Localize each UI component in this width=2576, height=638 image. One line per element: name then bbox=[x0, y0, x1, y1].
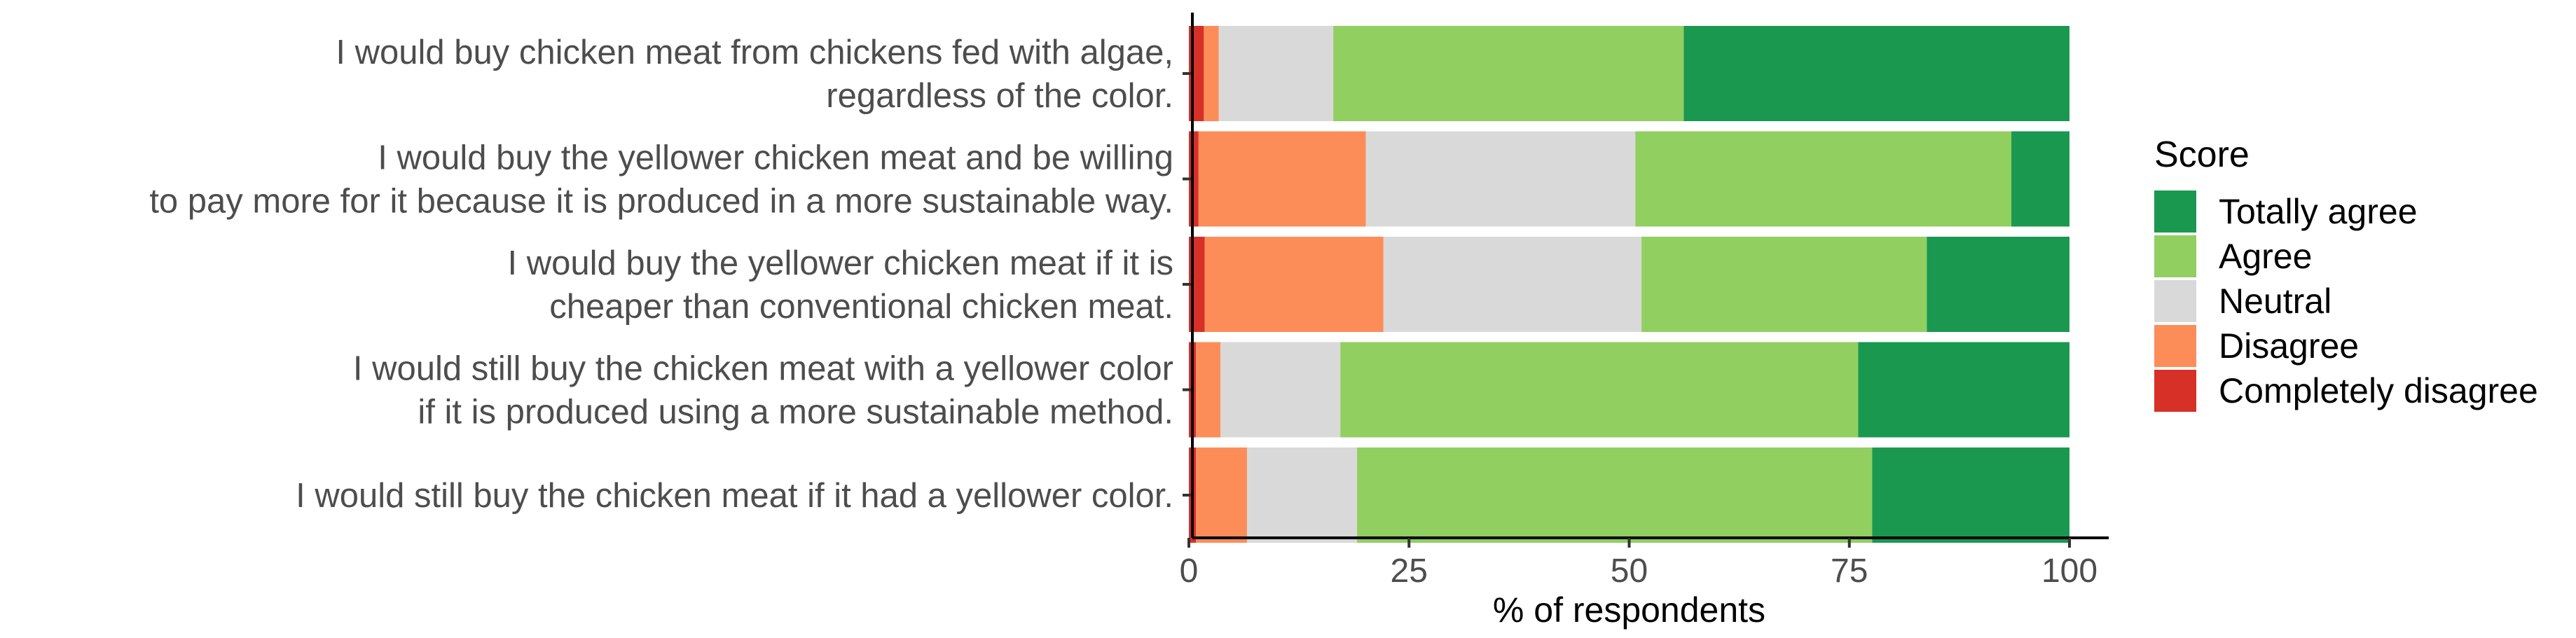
bar-segment bbox=[1220, 342, 1341, 438]
bar-segment bbox=[1872, 448, 2069, 543]
x-tick-label: 75 bbox=[1831, 553, 1868, 590]
bar-segment bbox=[1198, 131, 1366, 227]
legend-swatch bbox=[2154, 280, 2196, 322]
bar-segment bbox=[1635, 131, 2012, 227]
bar-segment bbox=[1333, 26, 1684, 121]
bar-segment bbox=[1641, 237, 1927, 332]
category-label: if it is produced using a more sustainab… bbox=[418, 394, 1173, 431]
category-label: I would still buy the chicken meat with … bbox=[353, 350, 1173, 388]
category-label: cheaper than conventional chicken meat. bbox=[549, 288, 1173, 326]
bar-segment bbox=[1383, 237, 1642, 332]
category-label: I would buy the yellower chicken meat if… bbox=[508, 244, 1173, 282]
bar-segment bbox=[1683, 26, 2069, 121]
x-tick-label: 100 bbox=[2041, 553, 2098, 590]
bar-segment bbox=[1858, 342, 2069, 438]
legend-title: Score bbox=[2154, 134, 2250, 175]
bar-segment bbox=[1927, 237, 2069, 332]
legend-label: Neutral bbox=[2219, 282, 2332, 321]
x-axis-title: % of respondents bbox=[1493, 590, 1765, 630]
legend-swatch bbox=[2154, 190, 2196, 233]
legend-label: Disagree bbox=[2219, 326, 2359, 366]
legend: Score Totally agree Agree Neutral Disagree Co… bbox=[2154, 134, 2538, 412]
legend-swatch bbox=[2154, 235, 2196, 277]
bar-segment bbox=[1246, 448, 1358, 543]
legend-swatch bbox=[2154, 370, 2196, 412]
category-label: I would buy the yellower chicken meat an… bbox=[378, 139, 1173, 177]
x-tick-label: 50 bbox=[1611, 553, 1648, 590]
category-labels: I would buy chicken meat from chickens f… bbox=[149, 34, 1173, 515]
bar-segment bbox=[1218, 26, 1334, 121]
bar-segment bbox=[1196, 342, 1221, 438]
category-label: to pay more for it because it is produce… bbox=[149, 183, 1173, 221]
bar-segment bbox=[1357, 448, 1873, 543]
bar-segment bbox=[1340, 342, 1859, 438]
bar-segment bbox=[2011, 131, 2069, 227]
bar-segment bbox=[1196, 448, 1247, 543]
category-label: I would still buy the chicken meat if it… bbox=[296, 477, 1173, 515]
bars-group bbox=[1189, 26, 2069, 543]
bar-segment bbox=[1204, 237, 1384, 332]
legend-label: Completely disagree bbox=[2219, 371, 2538, 410]
legend-label: Agree bbox=[2219, 237, 2312, 276]
legend-label: Totally agree bbox=[2219, 192, 2418, 231]
axes-group: 0 25 50 75 100 bbox=[1180, 13, 2109, 590]
x-tick-label: 25 bbox=[1391, 553, 1428, 590]
category-label: I would buy chicken meat from chickens f… bbox=[336, 34, 1173, 71]
bar-segment bbox=[1204, 26, 1219, 121]
bar-segment bbox=[1365, 131, 1636, 227]
x-tick-label: 0 bbox=[1180, 553, 1199, 590]
legend-swatch bbox=[2154, 325, 2196, 367]
category-label: regardless of the color. bbox=[826, 77, 1173, 115]
